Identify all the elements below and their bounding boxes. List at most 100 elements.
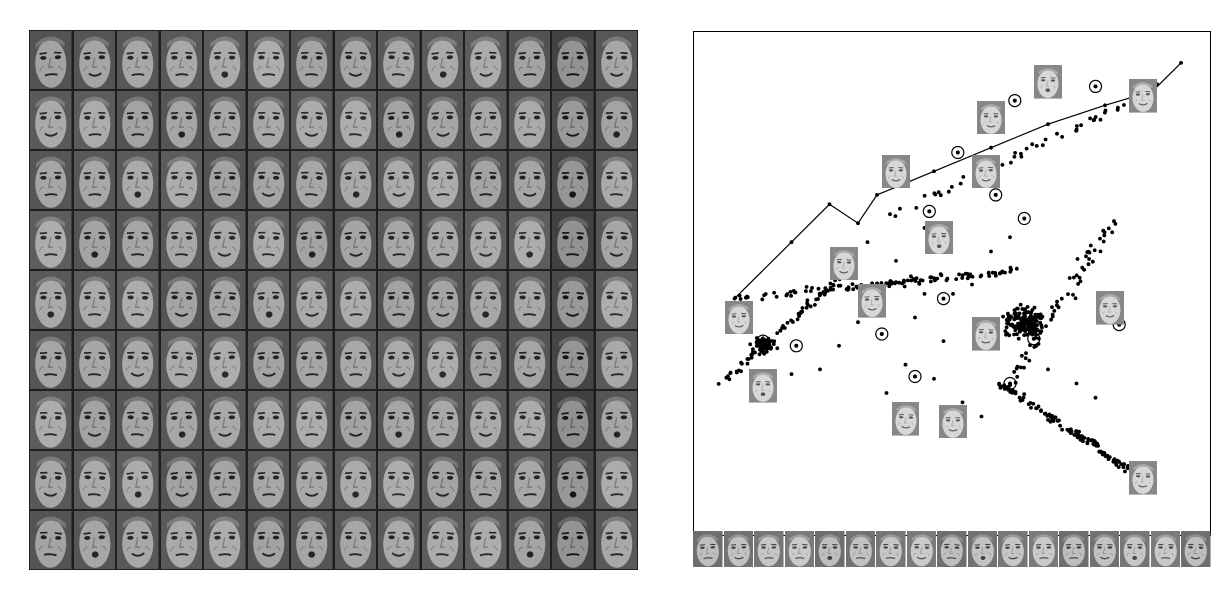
data-point xyxy=(1027,358,1032,363)
data-point xyxy=(1110,230,1115,235)
landmark-point xyxy=(1012,98,1017,103)
face-image xyxy=(465,31,507,89)
data-point xyxy=(789,294,793,298)
face-image xyxy=(421,271,463,329)
data-point xyxy=(1004,332,1008,337)
data-point xyxy=(1018,398,1023,403)
data-point xyxy=(1039,409,1043,413)
data-point xyxy=(1032,305,1037,310)
landmark-point xyxy=(761,339,765,344)
landmark-circle xyxy=(1088,79,1103,94)
data-point xyxy=(909,274,913,279)
face-image xyxy=(378,331,420,389)
face-image xyxy=(421,31,463,89)
data-point xyxy=(1014,266,1019,271)
data-point xyxy=(1022,333,1027,337)
face-image xyxy=(204,451,246,509)
data-point xyxy=(1074,128,1079,133)
data-point xyxy=(1036,404,1041,409)
data-point xyxy=(1079,123,1083,128)
landmark-circle xyxy=(1017,211,1031,226)
data-point xyxy=(961,175,966,179)
face-inset xyxy=(725,300,754,335)
face-image xyxy=(552,271,594,329)
data-point xyxy=(836,283,841,288)
face-thumbnail xyxy=(693,531,723,567)
data-point xyxy=(951,292,955,296)
face-image xyxy=(73,391,115,449)
data-point xyxy=(1060,135,1064,139)
face-image xyxy=(334,511,376,569)
data-point xyxy=(1055,131,1059,136)
data-point xyxy=(1092,117,1097,122)
data-point xyxy=(1075,257,1080,261)
data-point xyxy=(922,193,927,198)
data-point xyxy=(1011,324,1016,329)
data-point xyxy=(1112,219,1116,224)
data-point xyxy=(970,282,974,287)
data-point xyxy=(1080,435,1084,440)
data-point xyxy=(989,249,993,254)
data-point xyxy=(888,279,892,284)
data-point xyxy=(1044,324,1048,328)
data-point xyxy=(1020,353,1024,358)
data-point xyxy=(1093,395,1098,400)
data-point xyxy=(987,274,992,278)
data-point xyxy=(757,339,762,343)
data-point xyxy=(998,384,1003,388)
data-point xyxy=(950,185,954,189)
data-point xyxy=(1038,331,1043,335)
face-thumbnail xyxy=(845,531,876,567)
data-point xyxy=(954,277,959,281)
face-image xyxy=(117,31,159,89)
data-point xyxy=(846,287,851,292)
landmark-point xyxy=(993,192,998,197)
face-image xyxy=(30,391,72,449)
data-point xyxy=(979,414,984,419)
face-image xyxy=(334,151,376,209)
data-point xyxy=(1100,452,1105,457)
landmark-circle xyxy=(756,334,770,348)
data-point xyxy=(1029,405,1033,410)
data-point xyxy=(805,298,810,303)
face-image xyxy=(291,451,333,509)
data-point xyxy=(870,281,874,286)
face-image xyxy=(378,391,420,449)
data-point xyxy=(1121,462,1126,467)
data-point xyxy=(929,279,933,284)
data-point xyxy=(1040,143,1045,148)
face-image xyxy=(73,451,115,509)
data-point xyxy=(769,345,774,350)
landmark-point xyxy=(1008,381,1012,386)
data-point xyxy=(1018,302,1023,307)
face-image xyxy=(378,151,420,209)
face-image xyxy=(160,391,202,449)
data-point xyxy=(1067,276,1072,280)
landmark-circle xyxy=(936,292,951,306)
data-point xyxy=(960,276,965,280)
data-point xyxy=(905,278,910,283)
data-point xyxy=(1022,320,1027,325)
data-point xyxy=(865,240,870,245)
landmark-point xyxy=(913,374,917,379)
data-point xyxy=(829,287,834,292)
face-thumbnail xyxy=(937,531,967,567)
face-image xyxy=(595,151,637,209)
face-image xyxy=(291,211,333,269)
data-point xyxy=(1098,236,1102,241)
landmark-circle xyxy=(908,369,922,384)
data-point xyxy=(1024,351,1028,355)
face-image xyxy=(465,211,507,269)
landmark-circle xyxy=(951,145,965,160)
data-point xyxy=(1049,317,1053,322)
data-point xyxy=(1072,275,1076,280)
face-image xyxy=(204,391,246,449)
data-point xyxy=(1085,440,1090,444)
face-image xyxy=(595,91,637,149)
data-point xyxy=(826,288,830,293)
face-image xyxy=(291,271,333,329)
data-point xyxy=(902,280,906,284)
data-point xyxy=(1012,370,1017,374)
data-point xyxy=(744,295,748,300)
face-image xyxy=(378,211,420,269)
